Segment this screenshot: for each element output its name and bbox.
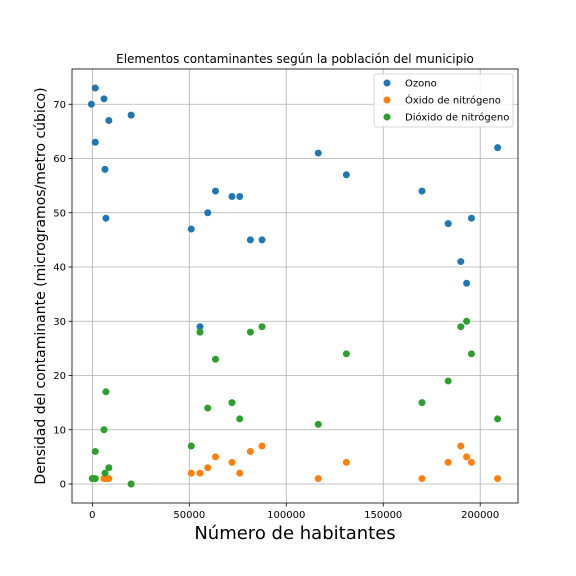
data-point (204, 464, 212, 472)
data-point (187, 442, 195, 450)
data-point (467, 350, 475, 358)
data-point (457, 442, 465, 450)
legend: Ozono Óxido de nitrógeno Dióxido de nitróg… (373, 73, 514, 128)
data-point (187, 469, 195, 477)
data-point (258, 442, 266, 450)
data-point (100, 426, 108, 434)
data-point (127, 480, 135, 488)
data-point (87, 100, 95, 108)
data-point (127, 111, 135, 119)
data-point (258, 236, 266, 244)
data-point (204, 209, 212, 217)
data-point (196, 328, 204, 336)
y-tick-label: 60 (53, 154, 66, 165)
legend-marker (383, 113, 391, 121)
legend-label: Dióxido de nitrógeno (405, 112, 509, 124)
data-point (246, 328, 254, 336)
data-point (418, 475, 426, 483)
data-point (258, 323, 266, 331)
data-point (91, 138, 99, 146)
data-point (494, 144, 502, 152)
data-point (494, 475, 502, 483)
data-point (102, 214, 110, 222)
data-point (342, 171, 350, 179)
data-point (100, 95, 108, 103)
data-point (444, 377, 452, 385)
y-tick-label: 0 (60, 480, 66, 491)
y-tick-label: 20 (53, 371, 66, 382)
data-point (228, 192, 236, 200)
data-point (105, 475, 113, 483)
x-tick-label: 0 (89, 510, 95, 521)
data-point (101, 165, 109, 173)
y-tick-label: 40 (53, 263, 66, 274)
y-tick-label: 70 (53, 100, 66, 111)
data-point (457, 258, 465, 266)
chart-title: Elementos contaminantes según la poblaci… (116, 52, 474, 66)
data-point (236, 469, 244, 477)
legend-label: Óxido de nitrógeno (405, 94, 501, 107)
data-point (314, 420, 322, 428)
y-tick-label: 30 (53, 317, 66, 328)
x-tick-label: 100000 (267, 510, 305, 521)
data-point (102, 388, 110, 396)
legend-label: Ozono (405, 79, 437, 90)
data-point (418, 187, 426, 195)
grid (72, 69, 518, 503)
data-point (444, 220, 452, 228)
data-point (463, 317, 471, 325)
data-point (105, 117, 113, 125)
data-point (91, 84, 99, 92)
data-point (196, 323, 204, 331)
axis-ticks: 0 50000 100000 150000 200000 0 10 20 30 40 50 60 70 (53, 100, 499, 521)
y-axis-label: Densidad del contaminante (microgramos/m… (33, 87, 49, 484)
data-point (246, 447, 254, 455)
data-point (228, 458, 236, 466)
plot-frame (71, 68, 519, 504)
legend-marker (383, 96, 391, 104)
data-point (228, 399, 236, 407)
data-point (91, 475, 99, 483)
data-point (211, 355, 219, 363)
data-point (314, 475, 322, 483)
data-point (187, 225, 195, 233)
x-tick-label: 150000 (364, 510, 402, 521)
data-point (91, 447, 99, 455)
x-tick-label: 200000 (461, 510, 499, 521)
data-point (246, 236, 254, 244)
y-tick-label: 10 (53, 425, 66, 436)
data-point (463, 279, 471, 287)
data-point (342, 458, 350, 466)
data-point (211, 453, 219, 461)
data-point (467, 458, 475, 466)
data-point (444, 458, 452, 466)
data-point (314, 149, 322, 157)
data-point (105, 464, 113, 472)
legend-box (373, 73, 514, 128)
data-point (204, 404, 212, 412)
x-axis-label: Número de habitantes (194, 523, 395, 544)
data-point (467, 214, 475, 222)
data-point (463, 453, 471, 461)
data-point (457, 323, 465, 331)
data-point (418, 399, 426, 407)
data-point (494, 415, 502, 423)
legend-marker (383, 79, 391, 87)
data-point (211, 187, 219, 195)
data-point (236, 415, 244, 423)
y-tick-label: 50 (53, 208, 66, 219)
x-tick-label: 50000 (173, 510, 205, 521)
data-point (342, 350, 350, 358)
data-point (236, 192, 244, 200)
data-points (87, 84, 502, 488)
data-point (196, 469, 204, 477)
data-point (101, 469, 109, 477)
